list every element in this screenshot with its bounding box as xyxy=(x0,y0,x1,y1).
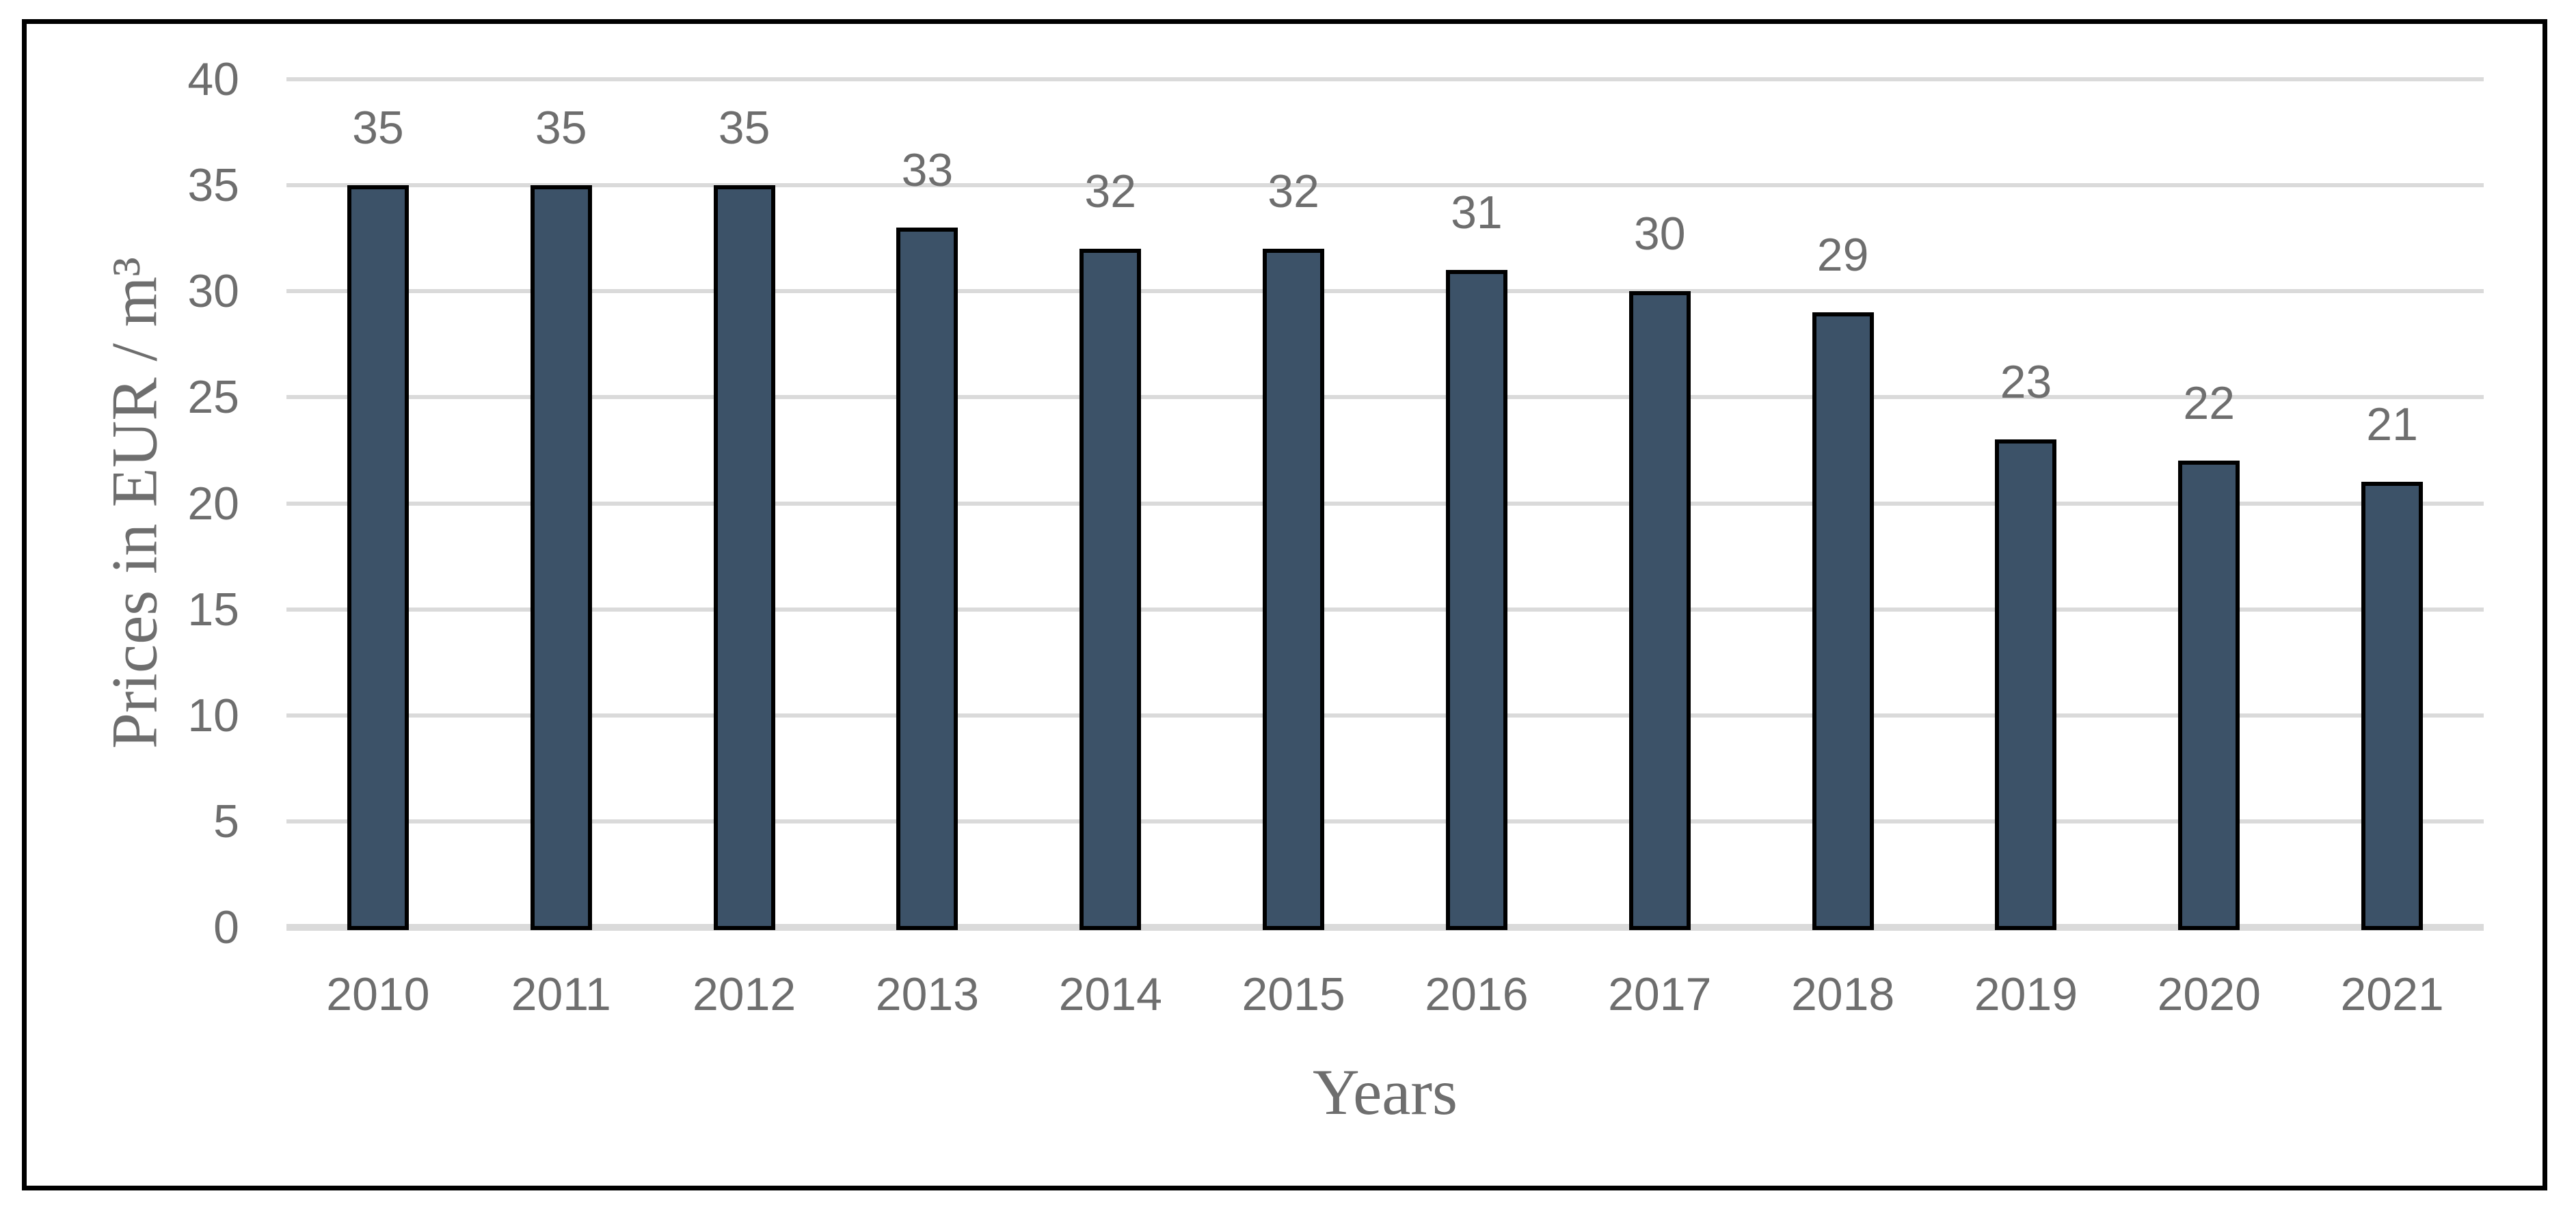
bar-2017 xyxy=(1628,291,1691,930)
bar-2015 xyxy=(1263,249,1325,930)
gridline-40 xyxy=(286,77,2484,81)
x-tick-label-2014: 2014 xyxy=(1058,968,1162,1020)
gridline-10 xyxy=(286,713,2484,718)
x-tick-label-2013: 2013 xyxy=(875,968,980,1020)
x-tick-label-2019: 2019 xyxy=(1974,968,2078,1020)
y-tick-label-10: 10 xyxy=(187,689,239,741)
y-tick-label-35: 35 xyxy=(187,159,239,212)
bar-value-label-2015: 32 xyxy=(1267,165,1319,218)
x-tick-label-2012: 2012 xyxy=(692,968,796,1020)
bar-value-label-2017: 30 xyxy=(1633,208,1686,260)
x-tick-label-2021: 2021 xyxy=(2340,968,2444,1020)
bar-value-label-2012: 35 xyxy=(718,102,770,154)
y-tick-label-15: 15 xyxy=(187,583,239,636)
chart-frame-border xyxy=(22,19,2547,1190)
x-tick-label-2020: 2020 xyxy=(2157,968,2261,1020)
bar-2020 xyxy=(2178,461,2240,930)
bar-value-label-2016: 31 xyxy=(1451,187,1503,239)
bar-value-label-2013: 33 xyxy=(901,144,954,197)
bar-value-label-2011: 35 xyxy=(535,102,587,154)
bar-2021 xyxy=(2361,482,2424,930)
bar-2010 xyxy=(347,185,409,930)
bar-2018 xyxy=(1812,312,1874,930)
gridline-20 xyxy=(286,501,2484,506)
bar-2014 xyxy=(1079,249,1142,930)
y-tick-label-5: 5 xyxy=(213,795,239,847)
gridline-5 xyxy=(286,819,2484,823)
bar-value-label-2019: 23 xyxy=(2000,356,2052,409)
x-axis-title: Years xyxy=(1312,1056,1458,1128)
bar-value-label-2010: 35 xyxy=(352,102,404,154)
bar-2013 xyxy=(896,228,958,930)
x-axis-zero-line xyxy=(286,924,2484,931)
y-tick-label-25: 25 xyxy=(187,371,239,424)
y-tick-label-40: 40 xyxy=(187,53,239,105)
x-tick-label-2018: 2018 xyxy=(1790,968,1895,1020)
y-tick-label-20: 20 xyxy=(187,477,239,530)
bar-2019 xyxy=(1995,439,2057,930)
y-tick-label-30: 30 xyxy=(187,265,239,318)
x-tick-label-2016: 2016 xyxy=(1425,968,1529,1020)
bar-value-label-2018: 29 xyxy=(1816,229,1869,282)
bar-2011 xyxy=(530,185,592,930)
x-tick-label-2017: 2017 xyxy=(1608,968,1712,1020)
x-tick-label-2015: 2015 xyxy=(1242,968,1345,1020)
y-tick-label-0: 0 xyxy=(213,901,239,953)
gridline-35 xyxy=(286,183,2484,188)
bar-value-label-2021: 21 xyxy=(2366,398,2418,451)
gridline-15 xyxy=(286,607,2484,612)
bar-value-label-2020: 22 xyxy=(2183,377,2236,430)
x-tick-label-2011: 2011 xyxy=(511,968,611,1020)
gridline-30 xyxy=(286,289,2484,294)
x-tick-label-2010: 2010 xyxy=(326,968,430,1020)
bar-2016 xyxy=(1445,270,1507,930)
gridline-25 xyxy=(286,395,2484,400)
bar-value-label-2014: 32 xyxy=(1084,165,1137,218)
bar-2012 xyxy=(713,185,775,930)
